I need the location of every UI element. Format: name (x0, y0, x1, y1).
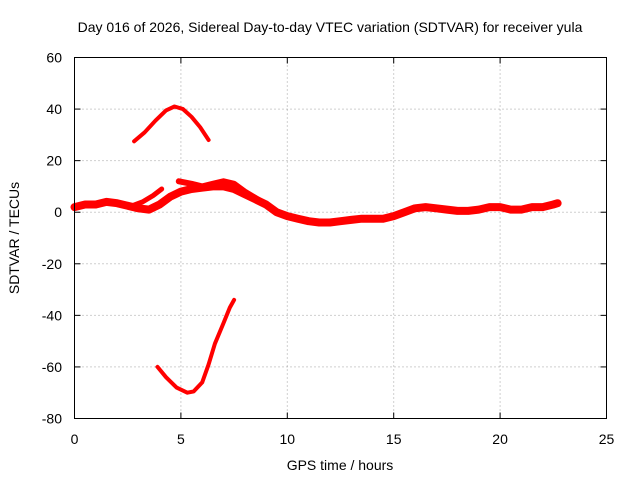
y-axis-label: SDTVAR / TECUs (6, 182, 22, 294)
y-tick-label: -20 (42, 256, 62, 272)
axis-ticks: 0 5 10 15 20 25 -80 -60 -40 -20 0 20 40 60 (42, 50, 615, 448)
x-tick-label: 10 (280, 431, 296, 447)
series-branch-up (129, 186, 165, 209)
grid (74, 57, 607, 419)
y-tick-label: 40 (46, 101, 62, 117)
x-tick-label: 25 (599, 431, 615, 447)
plot-series (70, 104, 562, 395)
x-axis-label: GPS time / hours (287, 457, 394, 473)
y-tick-label: 0 (54, 204, 62, 220)
y-tick-label: 60 (46, 50, 62, 66)
x-tick-label: 0 (71, 431, 79, 447)
series-lower-arc (155, 297, 237, 395)
y-tick-label: 20 (46, 153, 62, 169)
plot-frame (74, 57, 607, 419)
y-tick-label: -60 (42, 359, 62, 375)
y-tick-label: -40 (42, 307, 62, 323)
series-branch-high (175, 178, 280, 216)
x-tick-label: 5 (177, 431, 185, 447)
x-tick-label: 15 (386, 431, 402, 447)
x-tick-label: 20 (492, 431, 508, 447)
series-main-band (70, 182, 562, 227)
y-tick-label: -80 (42, 411, 62, 427)
chart-title: Day 016 of 2026, Sidereal Day-to-day VTE… (78, 19, 583, 35)
series-upper-arc (132, 104, 211, 144)
